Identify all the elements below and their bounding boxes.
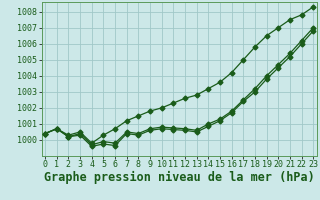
X-axis label: Graphe pression niveau de la mer (hPa): Graphe pression niveau de la mer (hPa) xyxy=(44,171,315,184)
